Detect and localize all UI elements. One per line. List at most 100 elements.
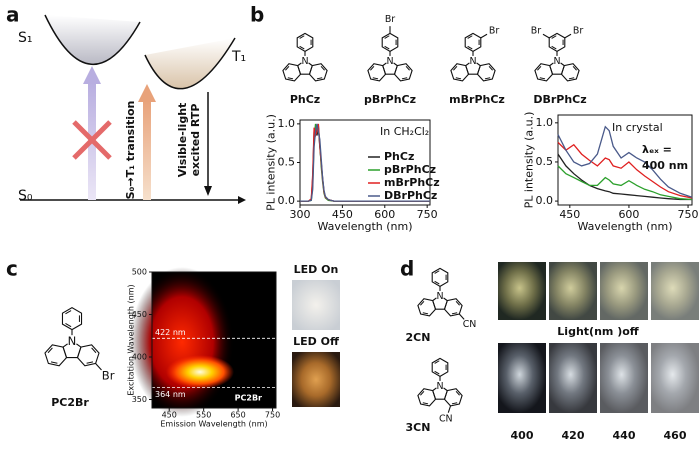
legend-label: mBrPhCz: [384, 176, 440, 189]
atom-label: N: [469, 56, 476, 67]
molecule-name: 2CN: [406, 331, 431, 344]
ring: [282, 63, 302, 82]
x-tick-label: 300: [290, 208, 311, 221]
bond: [320, 65, 325, 71]
molecule-name: DBrPhCz: [533, 93, 586, 106]
y-tick-label: 0.5: [278, 156, 296, 169]
ring: [417, 298, 437, 317]
atom-label: N: [68, 334, 77, 348]
bond: [542, 33, 550, 39]
bond: [434, 270, 440, 274]
substituent: CN: [463, 319, 477, 330]
x-tick-label: 450: [162, 411, 177, 420]
transition-label: S₀→T₁ transition: [124, 101, 137, 200]
bond: [316, 77, 323, 80]
bond: [422, 402, 429, 405]
y-tick-label: 400: [132, 353, 147, 362]
photo: [549, 343, 597, 413]
annotation: In CH₂Cl₂: [380, 125, 429, 138]
y-tick-label: 0.0: [536, 194, 554, 207]
ring: [465, 59, 481, 75]
bond: [484, 77, 491, 80]
panel-label: d: [400, 257, 414, 281]
ring: [432, 384, 448, 400]
ring: [432, 294, 448, 310]
photo-grid: [498, 262, 699, 413]
ring: [431, 357, 449, 377]
bond: [455, 77, 462, 80]
photo: [498, 262, 546, 320]
photo-label: LED Off: [293, 335, 339, 348]
panel-label: a: [6, 3, 20, 27]
substituent: Br: [573, 25, 583, 36]
plot-frame: [557, 114, 693, 206]
x-tick-label: 750: [417, 208, 438, 221]
ring: [464, 32, 482, 52]
y-axis-label: Excitation Wavelength (nm): [127, 284, 136, 395]
ring: [393, 63, 413, 82]
ring: [560, 63, 580, 82]
y-tick-label: 450: [132, 310, 147, 319]
ring: [62, 339, 82, 359]
t1-curve: [144, 37, 236, 90]
bond: [467, 45, 473, 50]
bond: [434, 280, 440, 285]
bond: [455, 300, 460, 306]
arrowhead: [204, 186, 212, 196]
atom-mask: [552, 55, 562, 65]
axis-arrowhead: [238, 196, 246, 204]
ring: [367, 63, 387, 82]
atom-mask: [66, 335, 78, 347]
x-tick-label: 600: [618, 208, 639, 221]
ring: [296, 32, 314, 52]
x-axis-label: Emission Wavelength (nm): [160, 420, 267, 429]
bond: [551, 35, 557, 39]
ring: [476, 63, 496, 82]
bond: [299, 35, 305, 39]
bond: [299, 45, 305, 50]
emission-peak: [166, 355, 234, 389]
bond: [451, 312, 458, 315]
legend-label: PhCz: [384, 150, 414, 163]
bond: [65, 323, 72, 328]
molecule-name: 3CN: [406, 421, 431, 434]
atom-mask: [385, 55, 395, 65]
series-line: [557, 141, 693, 199]
reference-label: 364 nm: [155, 390, 186, 399]
state-label: T₁: [231, 49, 246, 65]
wavelength-label: 400: [511, 429, 534, 442]
energy-diagram: [20, 14, 246, 204]
atom-mask: [435, 380, 445, 390]
annotation: λₑₓ =: [642, 143, 672, 156]
s1-curve: [44, 14, 141, 65]
bond: [370, 65, 375, 71]
series-line: [557, 153, 692, 201]
molecule-name: PhCz: [290, 93, 320, 106]
y-axis-label: PL intensity (a.u.): [522, 112, 535, 209]
x-tick-label: 650: [230, 411, 245, 420]
atom-mask: [435, 290, 445, 300]
ring: [308, 63, 328, 82]
bond: [564, 33, 572, 39]
y-tick-label: 0.0: [278, 194, 296, 207]
bond: [401, 77, 408, 80]
caption: Light(nm )off: [557, 325, 638, 338]
ring: [44, 344, 68, 367]
bond: [65, 310, 72, 315]
photo: [651, 343, 699, 413]
bond: [434, 370, 440, 375]
substituent: Br: [531, 25, 541, 36]
bond: [539, 77, 546, 80]
ring: [443, 388, 463, 407]
series-line: [300, 123, 430, 202]
atom-mask: [468, 55, 478, 65]
bond: [537, 65, 542, 71]
ring: [549, 59, 565, 75]
atom-label: N: [436, 381, 443, 392]
bond: [287, 77, 294, 80]
bond: [420, 390, 425, 396]
bond: [488, 65, 493, 71]
arrowhead: [83, 66, 101, 84]
bond: [95, 363, 102, 371]
ring: [61, 307, 83, 331]
